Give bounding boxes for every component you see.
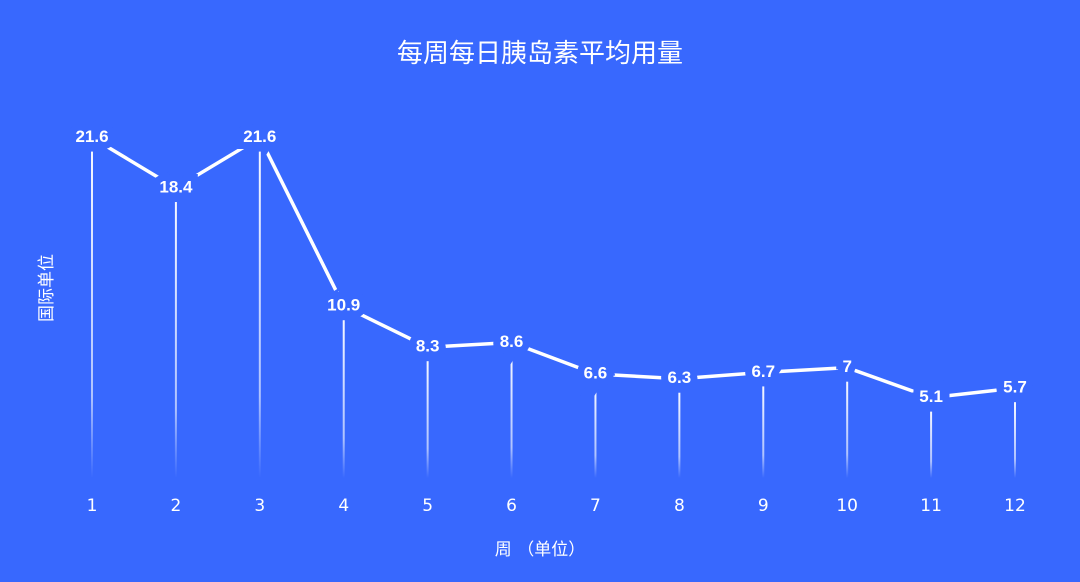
data-label: 5.7: [1003, 378, 1027, 397]
data-label: 6.6: [584, 363, 608, 382]
x-tick-label: 2: [170, 496, 181, 516]
data-label: 21.6: [75, 127, 108, 146]
data-label: 6.3: [668, 368, 692, 387]
x-tick-label: 7: [590, 496, 601, 516]
chart-title: 每周每日胰岛素平均用量: [397, 39, 683, 69]
data-label: 10.9: [327, 296, 360, 315]
data-label: 8.6: [500, 332, 524, 351]
data-label: 21.6: [243, 127, 276, 146]
x-tick-label: 6: [506, 496, 517, 516]
x-tick-label: 1: [87, 496, 98, 516]
x-tick-label: 9: [758, 496, 769, 516]
drop-line: [342, 320, 345, 478]
drop-line: [426, 361, 429, 478]
data-label: 8.3: [416, 337, 440, 356]
drop-line: [91, 151, 93, 479]
x-tick-label: 11: [920, 496, 942, 516]
drop-line: [594, 387, 597, 478]
drop-line: [1014, 402, 1016, 478]
x-tick-label: 8: [674, 496, 685, 516]
line: [91, 135, 1016, 400]
x-tick-label: 12: [1004, 496, 1026, 516]
drop-line: [762, 386, 765, 478]
data-label: 6.7: [751, 362, 775, 381]
x-tick-label: 3: [254, 496, 265, 516]
x-tick-label: 4: [338, 496, 349, 516]
data-label: 7: [842, 357, 851, 376]
drop-line: [258, 151, 261, 479]
x-tick-label: 10: [836, 496, 858, 516]
drop-line: [846, 381, 849, 478]
data-label: 18.4: [159, 178, 193, 197]
data-label: 5.1: [919, 387, 943, 406]
x-axis-title: 周 （单位）: [495, 540, 585, 560]
y-axis-title: 国际单位: [37, 254, 57, 322]
drop-line: [678, 392, 681, 478]
drop-line: [930, 411, 933, 478]
drop-line: [510, 356, 513, 478]
x-tick-label: 5: [422, 496, 433, 516]
drop-line: [174, 202, 177, 479]
